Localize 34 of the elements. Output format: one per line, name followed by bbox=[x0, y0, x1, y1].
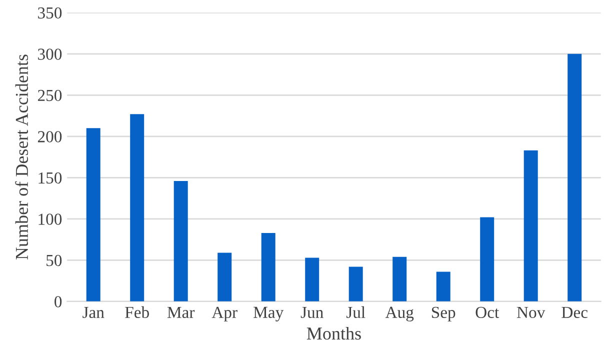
bar bbox=[392, 256, 407, 302]
x-axis-title: Months bbox=[306, 326, 361, 340]
bar bbox=[348, 266, 363, 302]
x-tick-label: Mar bbox=[167, 306, 195, 318]
y-tick-label: 200 bbox=[38, 131, 62, 142]
y-tick-label: 350 bbox=[38, 7, 62, 19]
y-axis-title: Number of Desert Accidents bbox=[15, 54, 28, 260]
x-tick-label: Aug bbox=[385, 306, 414, 322]
y-tick-label: 300 bbox=[38, 48, 62, 60]
bar bbox=[524, 150, 538, 302]
x-tick-label: Jan bbox=[82, 306, 104, 318]
y-tick-label: 0 bbox=[54, 296, 62, 308]
x-tick-label: Nov bbox=[516, 306, 546, 318]
y-tick-label: 250 bbox=[38, 90, 62, 102]
bar bbox=[174, 180, 188, 302]
x-tick-label: Jun bbox=[300, 306, 324, 318]
bar bbox=[305, 258, 320, 302]
bar bbox=[261, 232, 276, 302]
bar bbox=[86, 128, 100, 302]
x-tick-label: Apr bbox=[212, 306, 238, 322]
bar bbox=[436, 272, 450, 302]
x-tick-label: Jul bbox=[346, 306, 366, 318]
x-tick-label: Feb bbox=[125, 306, 149, 318]
x-tick-label: Dec bbox=[562, 306, 588, 318]
y-tick-label: 150 bbox=[38, 172, 62, 184]
bar bbox=[130, 114, 144, 302]
x-tick-label: May bbox=[254, 306, 284, 322]
bar bbox=[218, 252, 232, 302]
x-tick-label: Sep bbox=[432, 306, 456, 322]
y-tick-label: 100 bbox=[38, 214, 62, 225]
y-tick-label: 50 bbox=[46, 254, 62, 266]
x-tick-label: Oct bbox=[476, 306, 500, 318]
bar bbox=[480, 217, 494, 302]
bar bbox=[568, 54, 582, 302]
